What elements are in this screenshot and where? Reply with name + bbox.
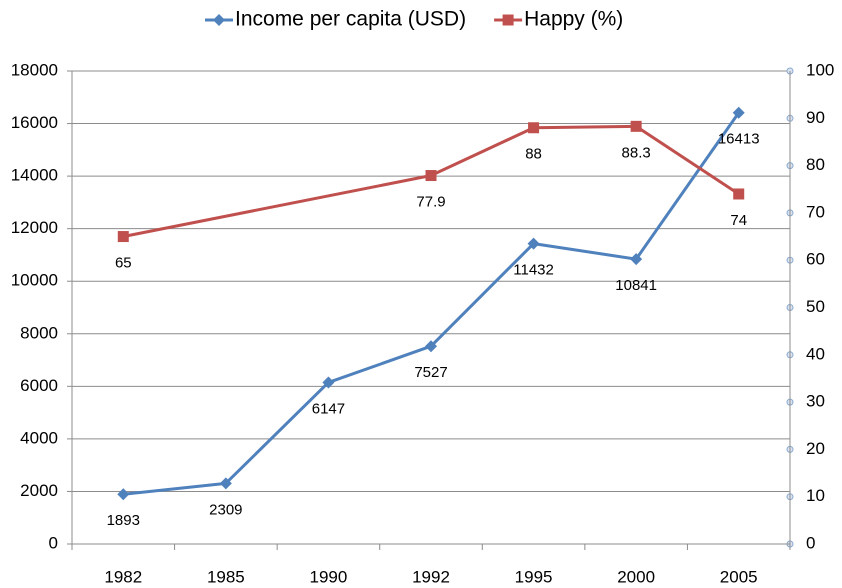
y-tick-label: 0 [49,533,58,552]
series-line [122,174,432,239]
x-tick-label: 1990 [310,567,348,586]
legend-marker [213,14,225,26]
marker [630,253,643,266]
series-line [635,125,740,196]
x-tick-label: 1982 [104,567,142,586]
y2-tick-label: 60 [806,250,825,269]
data-label: 7527 [414,364,447,381]
marker [322,376,335,389]
marker [117,488,130,501]
y2-tick-label: 0 [806,533,815,552]
legend-marker [502,14,514,26]
data-label: 88 [525,146,542,163]
y-tick-label: 8000 [20,323,58,342]
y2-tick-label: 20 [806,439,825,458]
legend-label: Income per capita (USD) [235,8,466,31]
data-label: 65 [115,255,132,272]
data-label: 2309 [209,501,242,518]
marker [630,120,642,132]
y2-tick-label: 30 [806,392,825,411]
data-label: 6147 [312,400,345,417]
y-tick-label: 10000 [11,271,58,290]
y-tick-label: 12000 [11,218,58,237]
data-label: 1893 [107,512,140,529]
y2-tick-label: 90 [806,108,825,127]
marker [733,188,745,200]
y2-tick-label: 80 [806,155,825,174]
series-line [430,126,535,177]
marker [732,106,745,119]
x-tick-label: 2005 [720,567,758,586]
y2-tick-label: 100 [806,60,834,79]
y-tick-label: 14000 [11,166,58,185]
y-tick-label: 18000 [11,60,58,79]
data-label: 88.3 [622,144,651,161]
marker [117,231,129,243]
marker [425,340,437,353]
series-line [533,124,637,130]
y2-tick-label: 70 [806,202,825,221]
y-tick-label: 6000 [20,376,58,395]
data-label: 11432 [513,262,554,279]
series-line [123,481,227,496]
data-label: 77.9 [416,194,445,211]
marker [219,477,232,490]
data-label: 16413 [718,131,760,148]
series-line [533,242,637,261]
x-tick-label: 2000 [617,567,655,586]
y2-tick-label: 50 [806,297,825,316]
y2-tick-label: 10 [806,486,825,505]
x-tick-label: 1992 [412,567,450,586]
data-label: 10841 [615,277,657,294]
y-tick-label: 16000 [11,113,58,132]
marker [425,170,437,182]
series-line [327,344,432,384]
data-label: 74 [730,212,747,229]
y-tick-label: 2000 [20,481,58,500]
legend-label: Happy (%) [524,8,623,31]
series-line [429,242,535,348]
y-tick-label: 4000 [20,428,58,447]
series-line [634,111,740,260]
marker [527,237,540,250]
series-line [224,381,330,485]
x-tick-label: 1985 [207,567,245,586]
x-tick-label: 1995 [515,567,553,586]
y2-tick-label: 40 [806,344,825,363]
marker [528,122,540,134]
